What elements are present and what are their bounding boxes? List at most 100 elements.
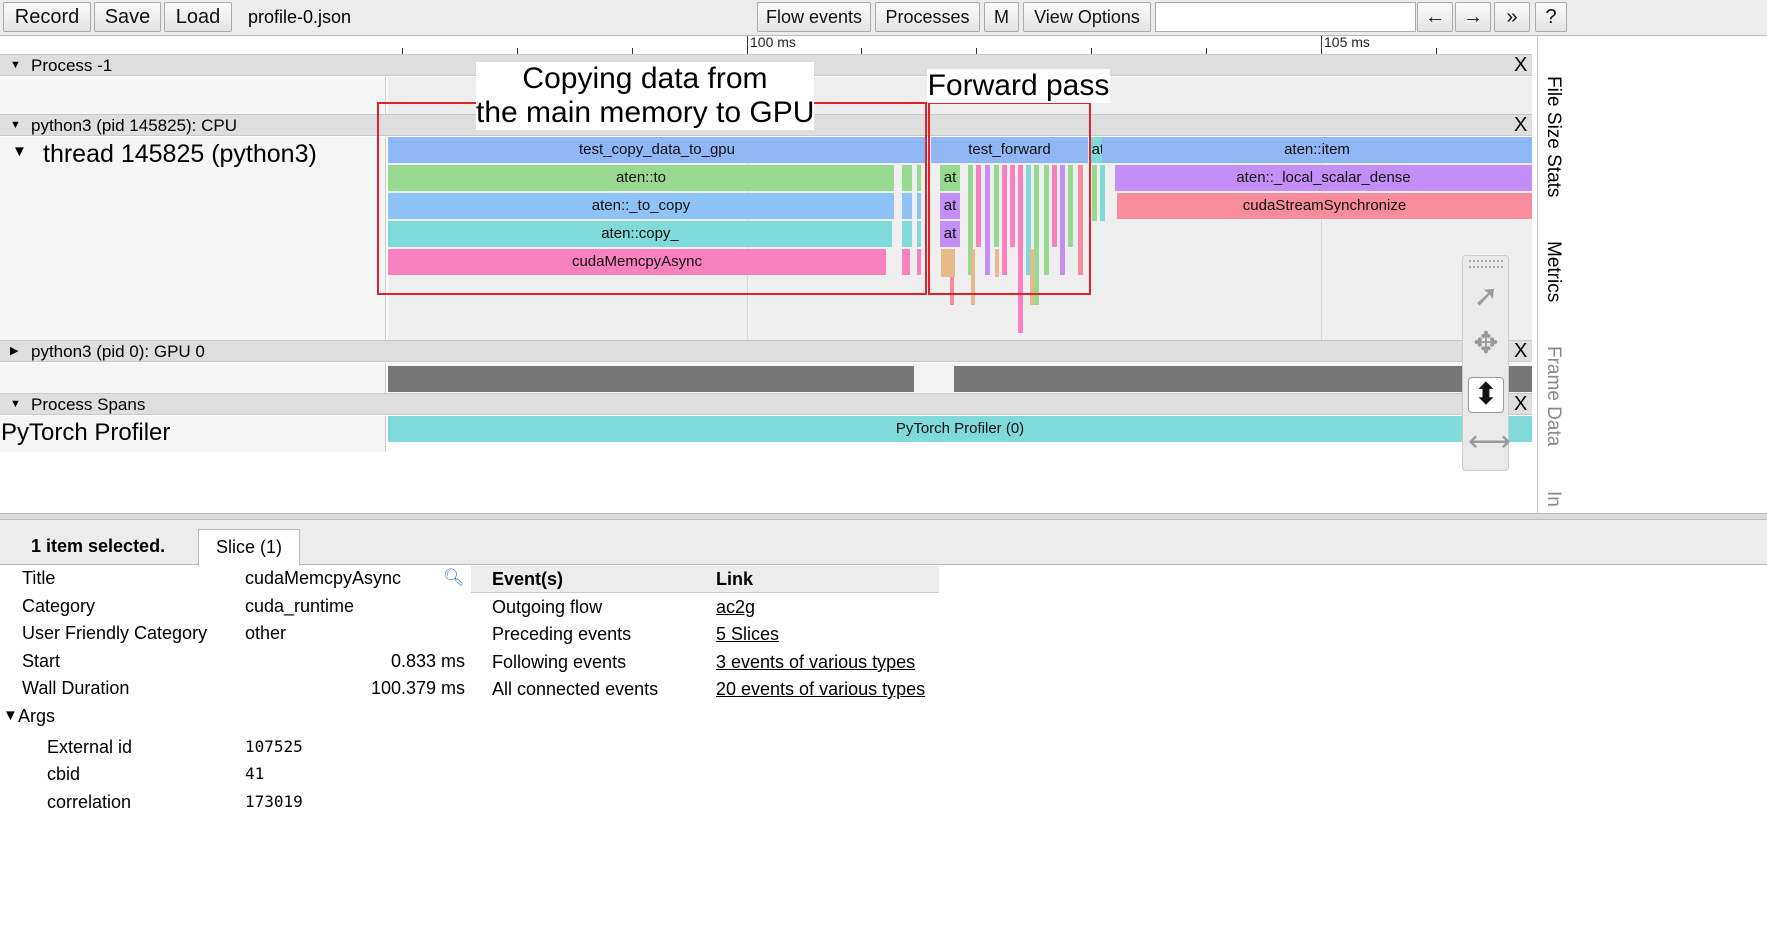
slice-mini[interactable] [1026, 165, 1031, 275]
collapse-triangle-icon[interactable]: ▼ [10, 398, 21, 410]
timing-mode-icon[interactable]: ⟷ [1468, 425, 1512, 458]
slice-pytorch-profiler[interactable]: PyTorch Profiler (0) [388, 416, 1532, 442]
close-icon[interactable]: X [1514, 393, 1528, 415]
slice-mini[interactable] [917, 249, 921, 275]
all-connected-link[interactable]: 20 events of various types [716, 679, 926, 699]
slice-mini[interactable] [1092, 165, 1097, 221]
ruler-tick-major [747, 36, 748, 54]
expand-triangle-icon[interactable]: ▶ [10, 345, 19, 357]
slice-mini[interactable] [902, 193, 912, 219]
slice-mini[interactable] [902, 165, 912, 191]
view-options-button[interactable]: View Options [1023, 2, 1151, 32]
slice-aten-to[interactable]: aten::to [388, 165, 894, 191]
thread-title: thread 145825 (python3) [43, 140, 317, 168]
pan-mode-icon[interactable]: ✥ [1473, 327, 1499, 360]
zoom-mode-icon[interactable]: ⬍ [1468, 377, 1504, 413]
grid-line [1321, 137, 1322, 341]
drag-handle[interactable] [1469, 260, 1503, 268]
panel-splitter[interactable] [0, 513, 1767, 520]
tab-frame-data[interactable]: Frame Data [1543, 346, 1564, 447]
slice-mini[interactable] [917, 193, 921, 219]
slice-mini[interactable] [1078, 165, 1083, 275]
close-icon[interactable]: X [1514, 340, 1528, 362]
slice-mini[interactable] [985, 165, 990, 275]
annotation-copy-line2: the main memory to GPU [476, 96, 815, 129]
gpu-lane[interactable] [388, 363, 1532, 393]
gpu-activity-bar[interactable] [388, 366, 914, 392]
ruler-tick [402, 48, 403, 54]
close-icon[interactable]: X [1514, 114, 1528, 136]
record-button[interactable]: Record [3, 2, 91, 32]
flow-events-button[interactable]: Flow events [757, 2, 871, 32]
prop-args-label[interactable]: Args [18, 706, 56, 726]
ruler-tick [1206, 48, 1207, 54]
find-previous-button[interactable]: ← [1417, 2, 1453, 32]
outgoing-flow-link[interactable]: ac2g [716, 597, 756, 617]
prop-start-label: Start [22, 651, 61, 671]
slice-mini[interactable] [994, 165, 999, 247]
slice-mini[interactable] [1100, 165, 1105, 221]
slice-mini[interactable] [1052, 165, 1057, 247]
search-icon[interactable]: 🔍︎ [443, 568, 465, 587]
slice-at-1[interactable]: at [940, 165, 960, 191]
time-ruler[interactable]: 100 ms 105 ms [386, 34, 1532, 54]
slice-cuda-memcpy-async[interactable]: cudaMemcpyAsync [388, 249, 886, 275]
slice-mini[interactable] [976, 165, 981, 247]
metadata-button[interactable]: M [984, 2, 1019, 32]
search-input[interactable] [1155, 2, 1416, 32]
slice-mini[interactable] [971, 249, 975, 305]
process-spans-header[interactable]: ▼ Process Spans X [0, 393, 1532, 415]
collapse-triangle-icon[interactable]: ▼ [10, 59, 21, 71]
slice-at-3[interactable]: at [940, 221, 960, 247]
preceding-events-link[interactable]: 5 Slices [716, 624, 780, 644]
selection-mode-icon[interactable]: ➚ [1473, 280, 1499, 313]
slice-mini[interactable] [1060, 165, 1065, 275]
more-button[interactable]: » [1494, 2, 1530, 32]
slice-mini[interactable] [1030, 249, 1034, 305]
close-icon[interactable]: X [1514, 54, 1528, 76]
slice-mini[interactable] [968, 165, 973, 275]
slice-mini[interactable] [902, 249, 910, 275]
processes-button[interactable]: Processes [875, 2, 980, 32]
load-button[interactable]: Load [164, 2, 232, 32]
pytorch-profiler-lane[interactable]: PyTorch Profiler (0) [388, 416, 1532, 452]
slice-cuda-stream-synchronize[interactable]: cudaStreamSynchronize [1117, 193, 1532, 219]
process-neg1-label-area [0, 77, 386, 115]
collapse-triangle-icon[interactable]: ▼ [10, 119, 21, 131]
slice-mini[interactable] [917, 221, 921, 247]
slice-mini[interactable] [1044, 165, 1049, 275]
slice-mini[interactable] [995, 249, 999, 277]
collapse-triangle-icon[interactable]: ▼ [12, 143, 27, 160]
slice-aten-copy[interactable]: aten::copy_ [388, 221, 892, 247]
slice-mini[interactable] [1034, 165, 1039, 305]
slice-at-2[interactable]: at [940, 193, 960, 219]
help-button[interactable]: ? [1535, 2, 1567, 32]
slice-mini[interactable] [1068, 165, 1073, 247]
gpu-activity-bar[interactable] [954, 366, 1532, 392]
slice-test-copy-data-to-gpu[interactable]: test_copy_data_to_gpu [388, 137, 926, 163]
save-button[interactable]: Save [94, 2, 161, 32]
slice-mini[interactable] [902, 221, 912, 247]
tab-in[interactable]: In [1543, 491, 1564, 507]
slice-mini[interactable] [1018, 165, 1023, 333]
slice-aten-item[interactable]: aten::item [1102, 137, 1532, 163]
ruler-tick [1436, 48, 1437, 54]
slice-mini[interactable] [917, 165, 921, 191]
collapse-triangle-icon[interactable]: ▼ [3, 707, 18, 724]
thread-lane[interactable]: test_copy_data_to_gpu aten::to aten::_to… [388, 137, 1532, 341]
tab-file-size-stats[interactable]: File Size Stats [1543, 76, 1564, 198]
following-events-link[interactable]: 3 events of various types [716, 652, 916, 672]
slice-test-forward[interactable]: test_forward [931, 137, 1088, 163]
slice-mini[interactable] [1010, 165, 1015, 247]
slice-aten-to-copy[interactable]: aten::_to_copy [388, 193, 894, 219]
col-events-header: Event(s) [492, 569, 564, 589]
tab-metrics[interactable]: Metrics [1543, 241, 1564, 303]
slice-mini[interactable] [950, 277, 954, 305]
tab-slice[interactable]: Slice (1) [198, 529, 300, 566]
gpu-process-header[interactable]: ▶ python3 (pid 0): GPU 0 X [0, 340, 1532, 362]
slice-mini[interactable] [1002, 165, 1007, 275]
slice-aten-local-scalar-dense[interactable]: aten::_local_scalar_dense [1115, 165, 1532, 191]
find-next-button[interactable]: → [1455, 2, 1491, 32]
ruler-tick [1091, 48, 1092, 54]
slice-mini[interactable] [941, 249, 955, 277]
